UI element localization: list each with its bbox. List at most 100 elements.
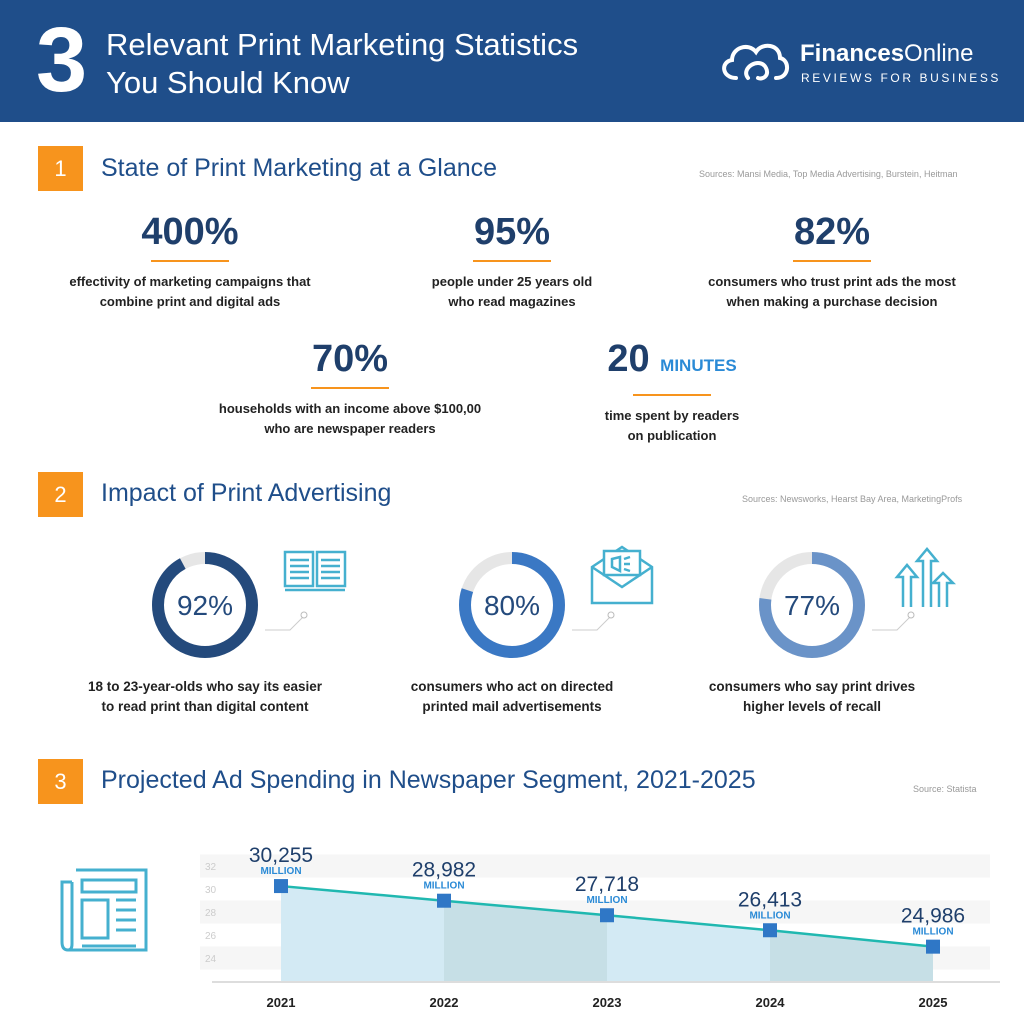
stat-desc: combine print and digital ads <box>99 294 281 309</box>
grid-band <box>200 854 990 878</box>
donut-desc-line: to read print than digital content <box>101 699 309 714</box>
x-tick-label: 2024 <box>756 995 786 1010</box>
stat-desc: when making a purchase decision <box>726 294 938 309</box>
stat-card: 70% households with an income above $100,… <box>190 337 510 439</box>
data-label: 28,982 <box>412 859 476 882</box>
y-tick-label: 32 <box>205 862 217 873</box>
section-2-title: Impact of Print Advertising <box>101 479 392 507</box>
newspaper-icon <box>60 868 148 952</box>
stat-desc: time spent by readers <box>604 408 740 423</box>
stat-desc: consumers who trust print ads the most <box>708 274 956 289</box>
donut-desc: 18 to 23-year-olds who say its easier to … <box>55 677 355 717</box>
data-label-unit: MILLION <box>423 881 464 892</box>
stat-card: 95% people under 25 years old who read mag… <box>352 210 672 312</box>
divider <box>473 260 551 262</box>
y-tick-label: 26 <box>205 931 217 942</box>
donut-value: 80% <box>484 590 540 621</box>
title-line-1: Relevant Print Marketing Statistics <box>106 27 579 62</box>
cloud-icon <box>722 43 789 81</box>
donut-3: 77% <box>759 547 957 658</box>
data-point <box>926 939 940 954</box>
stat-desc: people under 25 years old <box>431 274 593 289</box>
envelope-megaphone-icon <box>590 545 654 605</box>
donut-desc-line: higher levels of recall <box>742 699 882 714</box>
stat-value: 20 MINUTES <box>512 337 832 388</box>
data-label: 24,986 <box>901 905 965 928</box>
x-tick-label: 2022 <box>430 995 459 1010</box>
y-tick-label: 28 <box>205 908 217 919</box>
data-label: 30,255 <box>249 844 313 867</box>
header-number: 3 <box>36 9 88 111</box>
stat-value: 95% <box>473 211 551 253</box>
data-label: 26,413 <box>738 888 802 911</box>
area-segment <box>607 915 770 982</box>
donut-arc <box>759 552 865 658</box>
stat-number: 20 <box>607 338 650 380</box>
brand-light: Online <box>904 40 974 67</box>
connector-dot <box>907 611 915 619</box>
stat-value: 82% <box>793 211 871 253</box>
connector-dot <box>607 611 615 619</box>
title-line-2: You Should Know <box>106 65 350 100</box>
section-3-title: Projected Ad Spending in Newspaper Segme… <box>101 766 756 794</box>
donut-desc: consumers who act on directed printed mai… <box>362 677 662 717</box>
section-1-number: 1 <box>38 146 83 191</box>
header: 3 Relevant Print Marketing Statistics You… <box>0 0 1024 122</box>
donut-1: 92% <box>152 550 347 658</box>
data-label: 27,718 <box>575 873 639 896</box>
data-point <box>437 893 451 908</box>
data-point <box>274 879 288 894</box>
donut-charts: 92% 80% 77% <box>152 545 957 658</box>
divider <box>311 387 389 389</box>
data-label-unit: MILLION <box>260 866 301 877</box>
stat-desc: who are newspaper readers <box>264 421 436 436</box>
brand-bold: Finances <box>800 40 905 67</box>
section-3-sources: Source: Statista <box>913 784 977 794</box>
donut-arc <box>152 552 258 658</box>
open-book-icon <box>283 550 347 592</box>
area-segment <box>281 886 444 982</box>
data-point <box>600 908 614 923</box>
connector-line <box>572 616 611 631</box>
x-tick-label: 2023 <box>593 995 622 1010</box>
donut-2: 80% <box>459 545 654 658</box>
ad-spending-chart: 242628303230,255MILLION202128,982MILLION… <box>200 844 1000 1010</box>
x-tick-label: 2021 <box>267 995 296 1010</box>
donut-desc-line: consumers who say print drives <box>708 679 916 694</box>
connector-line <box>872 616 911 631</box>
stat-desc: effectivity of marketing campaigns that <box>69 274 311 289</box>
y-tick-label: 24 <box>205 954 217 965</box>
stat-card: 400% effectivity of marketing campaigns t… <box>30 210 350 312</box>
donut-desc-line: consumers who act on directed <box>410 679 614 694</box>
data-label-unit: MILLION <box>586 895 627 906</box>
stat-value: 400% <box>141 211 239 253</box>
donut-desc: consumers who say print drives higher lev… <box>662 677 962 717</box>
section-1-sources: Sources: Mansi Media, Top Media Advertis… <box>699 169 958 179</box>
donut-arc <box>459 552 565 658</box>
data-label-unit: MILLION <box>912 927 953 938</box>
stat-value: 70% <box>311 338 389 380</box>
area-segment <box>444 900 607 982</box>
divider <box>633 394 711 396</box>
stat-unit: MINUTES <box>660 356 737 375</box>
divider <box>793 260 871 262</box>
logo-brand: FinancesOnline <box>800 40 973 68</box>
stat-desc: households with an income above $100,00 <box>218 401 482 416</box>
section-2-number: 2 <box>38 472 83 517</box>
donut-value: 77% <box>784 590 840 621</box>
connector-line <box>265 616 304 631</box>
donut-value: 92% <box>177 590 233 621</box>
donut-desc-line: printed mail advertisements <box>422 699 602 714</box>
x-tick-label: 2025 <box>919 995 948 1010</box>
arrows-up-icon <box>894 547 957 607</box>
divider <box>151 260 229 262</box>
section-1-title: State of Print Marketing at a Glance <box>101 154 498 182</box>
y-tick-label: 30 <box>205 885 217 896</box>
logo-tagline: REVIEWS FOR BUSINESS <box>801 71 1002 85</box>
data-point <box>763 923 777 938</box>
data-label-unit: MILLION <box>749 910 790 921</box>
donut-desc-line: 18 to 23-year-olds who say its easier <box>87 679 323 694</box>
page-title: Relevant Print Marketing Statistics You S… <box>106 26 578 102</box>
stat-card: 82% consumers who trust print ads the mos… <box>672 210 992 312</box>
stat-desc: on publication <box>627 428 717 443</box>
